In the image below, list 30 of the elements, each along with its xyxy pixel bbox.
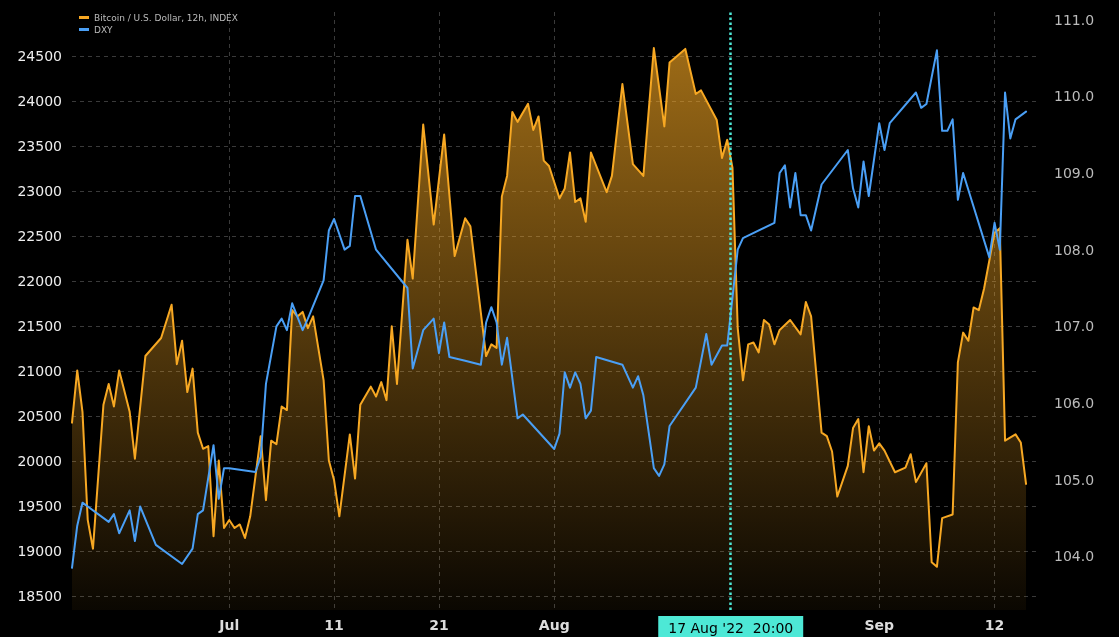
y-tick-label: 20000 (17, 453, 62, 470)
legend-label: DXY (94, 24, 114, 35)
y-tick-label: 18500 (17, 588, 62, 605)
y-tick-label: 21000 (17, 363, 62, 380)
x-tick-label: 11 (324, 617, 344, 633)
y2-tick-label: 106.0 (1054, 395, 1095, 411)
y2-tick-label: 110.0 (1054, 88, 1095, 105)
x-tick-label: Aug (538, 617, 570, 633)
y-tick-label: 19500 (17, 498, 62, 515)
legend-label: Bitcoin / U.S. Dollar, 12h, INDEX (94, 12, 238, 23)
y-tick-label: 23000 (17, 183, 62, 200)
y-tick-label: 20500 (17, 408, 62, 425)
y-tick-label: 24500 (17, 48, 62, 65)
y2-tick-label: 111.0 (1054, 11, 1095, 28)
x-tick-label: 12 (984, 617, 1005, 633)
y-tick-label: 24000 (17, 93, 62, 110)
x-tick-label: Sep (864, 617, 895, 633)
y-tick-label: 19000 (17, 543, 62, 560)
y2-tick-label: 108.0 (1054, 241, 1095, 258)
y2-tick-label: 109.0 (1054, 165, 1095, 181)
x-tick-label: Jul (218, 617, 240, 633)
y2-tick-label: 107.0 (1054, 318, 1095, 335)
x-tick-label: 21 (429, 617, 449, 633)
y2-tick-label: 104.0 (1054, 548, 1095, 565)
y2-tick-label: 105.0 (1054, 471, 1095, 488)
y-tick-label: 22500 (17, 228, 62, 245)
y-tick-label: 23500 (17, 138, 62, 155)
ref-line-label: 17 Aug '22 20:00 (668, 620, 794, 636)
y-tick-label: 21500 (17, 318, 62, 335)
y-tick-label: 22000 (17, 273, 62, 290)
